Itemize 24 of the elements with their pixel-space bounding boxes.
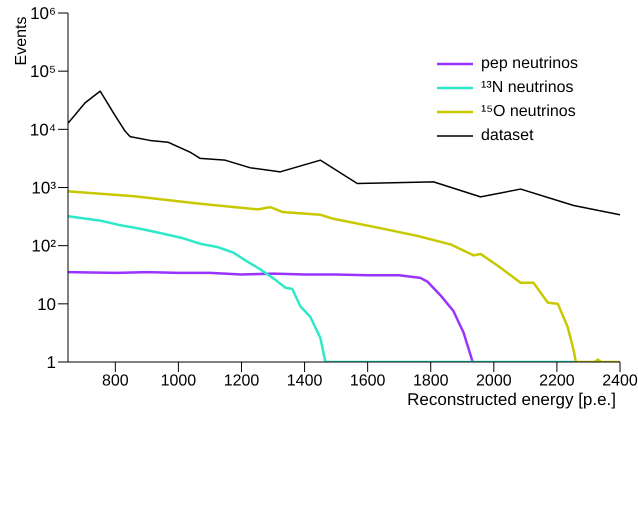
legend-label: dataset (481, 127, 534, 145)
y-tick-label: 10³ (31, 178, 56, 198)
y-tick-label: 10² (31, 236, 56, 256)
y-axis-title: Events (13, 16, 30, 66)
legend-label: pep neutrinos (481, 55, 578, 73)
y-tick-label: 1 (46, 353, 56, 372)
y-tick-label: 10⁴ (30, 120, 56, 140)
x-tick-label: 1600 (350, 372, 386, 390)
y-tick-label: 10 (37, 294, 56, 314)
x-tick-label: 2200 (539, 372, 575, 390)
x-axis-title: Reconstructed energy [p.e.] (407, 390, 616, 409)
y-tick-label: 10⁶ (30, 4, 56, 24)
x-tick-label: 800 (102, 372, 129, 390)
x-tick-label: 1200 (224, 372, 260, 390)
x-tick-label: 1800 (412, 372, 449, 390)
x-tick-label: 1400 (286, 372, 322, 390)
x-tick-label: 2000 (476, 372, 512, 390)
y-tick-label: 10⁵ (30, 62, 56, 82)
x-tick-label: 1000 (160, 372, 196, 390)
x-tick-label: 2400 (602, 372, 638, 390)
legend-label: ¹⁵O neutrinos (481, 103, 576, 121)
line-series (68, 215, 578, 362)
line-series (68, 270, 474, 362)
legend-label: ¹³N neutrinos (481, 79, 574, 97)
